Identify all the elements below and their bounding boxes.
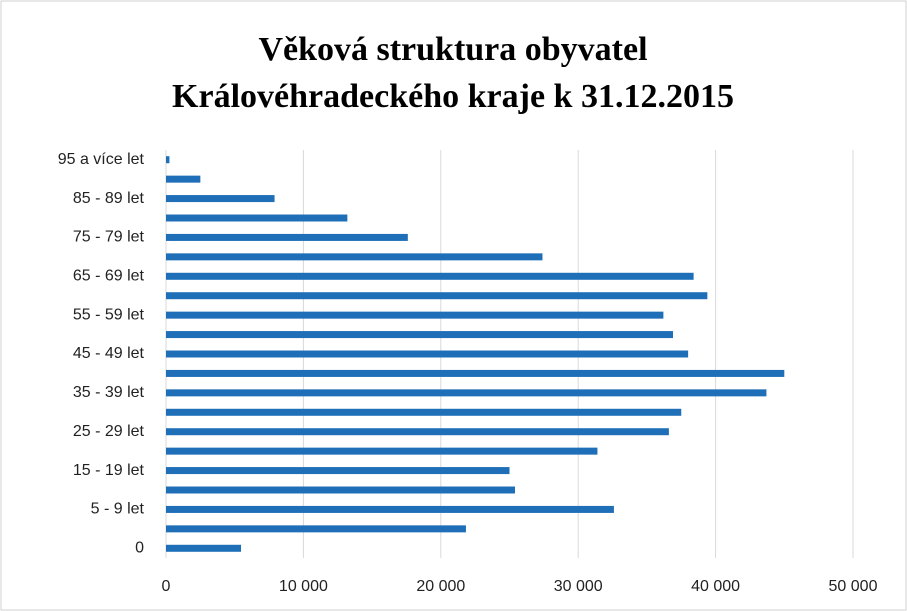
bar <box>166 292 708 300</box>
y-tick-label: 5 - 9 let <box>91 501 145 518</box>
y-tick-label: 95 a více let <box>58 151 145 168</box>
y-tick-label: 25 - 29 let <box>73 423 145 440</box>
x-tick-label: 30 000 <box>554 578 603 595</box>
bar <box>166 331 674 339</box>
bar <box>166 253 543 261</box>
bar <box>166 350 689 358</box>
bar <box>166 428 669 436</box>
bar <box>166 544 242 552</box>
bar <box>166 195 275 203</box>
y-tick-label: 55 - 59 let <box>73 306 145 323</box>
bar <box>166 272 694 280</box>
y-tick-label: 0 <box>135 540 144 557</box>
y-tick-label: 15 - 19 let <box>73 462 145 479</box>
y-tick-label: 45 - 49 let <box>73 345 145 362</box>
x-tick-label: 20 000 <box>416 578 465 595</box>
x-tick-label: 10 000 <box>279 578 328 595</box>
bar <box>166 486 515 494</box>
bar <box>166 156 170 164</box>
bar <box>166 175 201 183</box>
bar <box>166 505 614 513</box>
bar <box>166 311 664 319</box>
bar <box>166 447 598 455</box>
chart-title: Královéhradeckého kraje k 31.12.2015 <box>172 78 734 115</box>
bar <box>166 233 408 241</box>
chart-title: Věková struktura obyvatel <box>258 31 647 68</box>
bar <box>166 389 767 397</box>
y-tick-label: 35 - 39 let <box>73 384 145 401</box>
y-tick-label: 75 - 79 let <box>73 229 145 246</box>
bar <box>166 214 348 222</box>
x-tick-label: 50 000 <box>829 578 878 595</box>
bar <box>166 369 785 377</box>
bar <box>166 408 682 416</box>
x-tick-label: 40 000 <box>691 578 740 595</box>
bar <box>166 525 466 533</box>
y-tick-label: 65 - 69 let <box>73 268 145 285</box>
bar <box>166 467 510 475</box>
y-tick-label: 85 - 89 let <box>73 190 145 207</box>
x-tick-label: 0 <box>162 578 171 595</box>
